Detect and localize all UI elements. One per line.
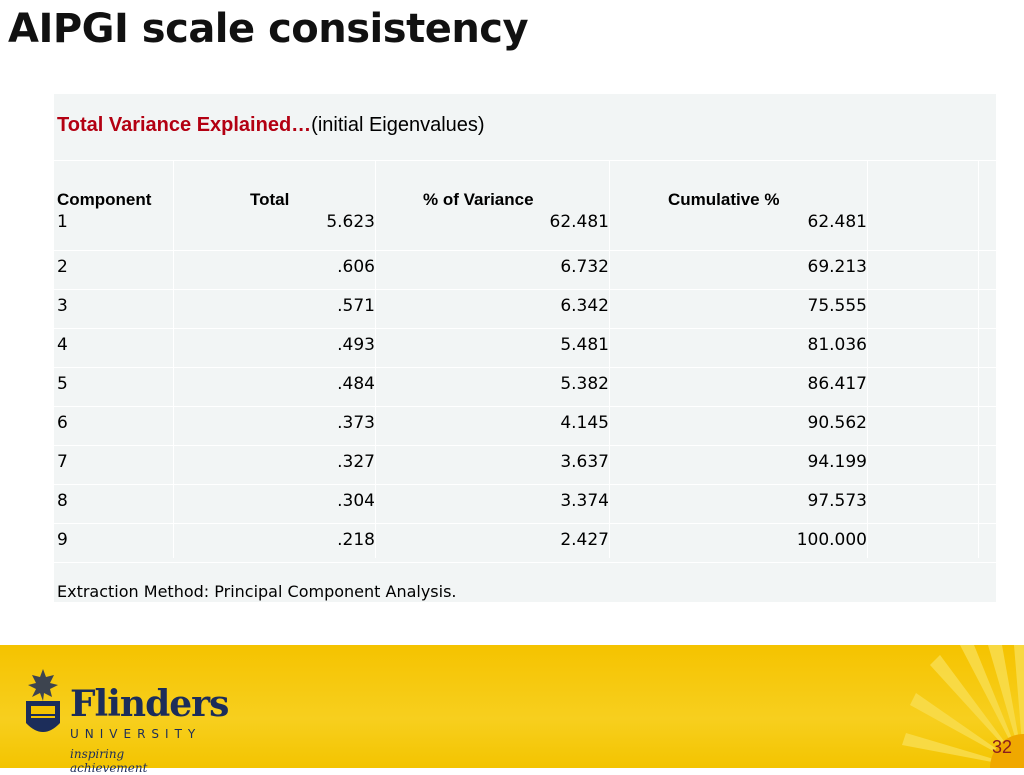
table-caption-sub: (initial Eigenvalues) [311,114,485,136]
grid-line [867,160,868,558]
cell-cumulative: 81.036 [807,335,867,355]
table-row: 3 .571 6.342 75.555 [54,289,996,328]
cell-variance: 5.382 [560,374,609,394]
cell-variance: 2.427 [560,530,609,550]
grid-line [54,160,996,161]
grid-line [609,160,610,558]
crest-icon [26,669,60,732]
cell-variance: 6.342 [560,296,609,316]
table-footnote: Extraction Method: Principal Component A… [57,582,457,601]
header-total: Total [250,190,290,209]
slide-title: AIPGI scale consistency [8,6,529,52]
grid-line [978,160,979,558]
table-row: 9 .218 2.427 100.000 [54,523,996,563]
cell-cumulative: 100.000 [796,530,867,550]
cell-component: 2 [57,257,68,277]
cell-variance: 62.481 [549,212,609,232]
cell-variance: 5.481 [560,335,609,355]
table-row: 1 5.623 62.481 62.481 [54,212,996,250]
cell-component: 8 [57,491,68,511]
brand-tagline: inspiring achievement [70,747,148,775]
cell-cumulative: 86.417 [807,374,867,394]
cell-variance: 3.637 [560,452,609,472]
cell-component: 6 [57,413,68,433]
table-caption: Total Variance Explained…(initial Eigenv… [57,114,485,137]
university-logo: Flinders UNIVERSITY inspiring achievemen… [22,665,229,775]
cell-total: .606 [337,257,375,277]
cell-total: .571 [337,296,375,316]
table-row: 6 .373 4.145 90.562 [54,406,996,445]
cell-cumulative: 97.573 [807,491,867,511]
cell-cumulative: 75.555 [807,296,867,316]
header-percent-variance: % of Variance [423,190,534,209]
cell-component: 7 [57,452,68,472]
table-row: 2 .606 6.732 69.213 [54,250,996,289]
cell-component: 9 [57,530,68,550]
table-row: 4 .493 5.481 81.036 [54,328,996,367]
grid-line [173,160,174,558]
cell-total: .493 [337,335,375,355]
cell-variance: 3.374 [560,491,609,511]
cell-variance: 4.145 [560,413,609,433]
cell-total: 5.623 [326,212,375,232]
cell-cumulative: 69.213 [807,257,867,277]
header-component: Component [57,190,152,209]
cell-total: .327 [337,452,375,472]
brand-sub: UNIVERSITY [70,727,202,741]
page-number: 32 [991,737,1012,757]
variance-table: Total Variance Explained…(initial Eigenv… [54,94,996,602]
cell-component: 4 [57,335,68,355]
table-caption-main: Total Variance Explained… [57,114,312,136]
cell-component: 1 [57,212,68,232]
table-row: 5 .484 5.382 86.417 [54,367,996,406]
cell-cumulative: 62.481 [807,212,867,232]
cell-total: .373 [337,413,375,433]
cell-component: 5 [57,374,68,394]
cell-total: .484 [337,374,375,394]
brand-name: Flinders [70,683,229,725]
cell-cumulative: 90.562 [807,413,867,433]
footer-band: Flinders UNIVERSITY inspiring achievemen… [0,645,1024,775]
cell-component: 3 [57,296,68,316]
table-row: 7 .327 3.637 94.199 [54,445,996,484]
cell-total: .218 [337,530,375,550]
cell-variance: 6.732 [560,257,609,277]
cell-cumulative: 94.199 [807,452,867,472]
table-row: 8 .304 3.374 97.573 [54,484,996,523]
grid-line [375,160,376,558]
header-cumulative: Cumulative % [668,190,780,209]
cell-total: .304 [337,491,375,511]
sun-icon [902,645,1024,768]
